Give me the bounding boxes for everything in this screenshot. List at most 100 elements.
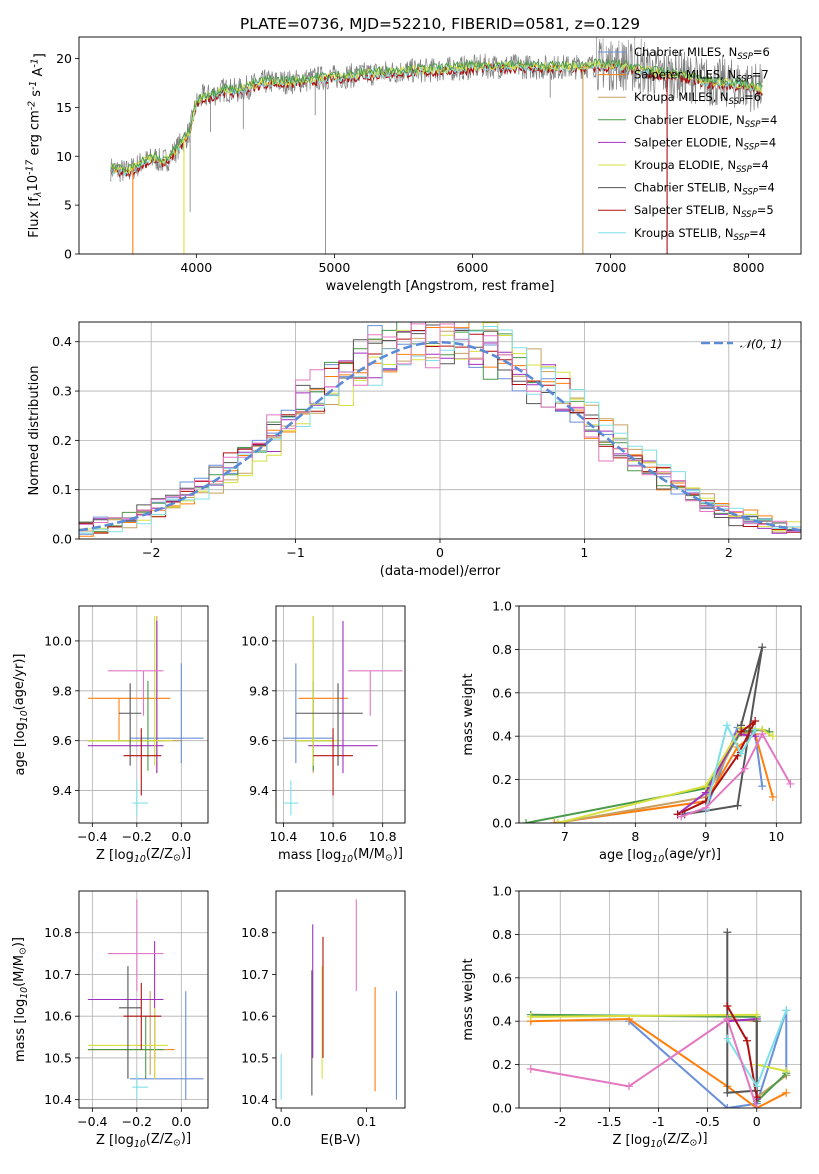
x-axis-label: age [log10​(age/yr)] [599, 847, 721, 865]
axes-decor: 0.0 0.1 10.4 10.5 10.6 10.7 10.8 E(B-V) [241, 890, 406, 1148]
weight-point-marker [782, 1067, 791, 1076]
x-tick-label: 0.0 [171, 1114, 191, 1129]
y-tick-label: 5 [64, 198, 72, 213]
weight-point-marker [625, 1082, 634, 1091]
y-tick-label: 0.3 [52, 384, 72, 399]
x-axis-label: mass [log10​(M/M⊙​)] [278, 846, 403, 865]
y-tick-label: 9.6 [249, 733, 269, 748]
x-tick-label: -0.5 [695, 1114, 719, 1129]
weight-series-line [726, 932, 758, 1094]
y-tick-label: 0.2 [492, 772, 512, 787]
y-tick-label: 0.6 [492, 685, 512, 700]
y-axis-label: mass [log10​(M/M⊙​)] [11, 937, 30, 1062]
x-tick-label: 2 [725, 545, 733, 560]
x-tick-label: 7000 [595, 260, 627, 275]
y-axis-label: mass weight [461, 958, 476, 1040]
plot-area [87, 899, 204, 1100]
y-tick-label: 10.6 [44, 1009, 72, 1024]
y-tick-label: 10.8 [44, 925, 72, 940]
axes-frame [518, 890, 802, 1109]
weight-point-marker [723, 1088, 732, 1097]
weight-point-marker [550, 819, 559, 823]
x-tick-label: 5000 [318, 260, 350, 275]
legend: Chabrier MILES, NSSP=6 Salpeter MILES, NS… [598, 45, 777, 243]
y-tick-label: 0.0 [52, 532, 72, 547]
axes-frame [78, 890, 209, 1109]
y-tick-label: 10.8 [241, 925, 269, 940]
x-tick-label: 0.1 [357, 1114, 377, 1129]
axes-decor: 7 8 9 10 0.0 0.2 0.4 0.6 0.8 1.0 age [log10​(age/y… [461, 599, 802, 865]
y-tick-label: 10.4 [241, 1092, 269, 1107]
y-tick-label: 0.4 [492, 729, 512, 744]
x-axis-label: Z [log10​(Z/Z⊙​)] [96, 1131, 191, 1150]
weight-point-marker [526, 1012, 535, 1021]
legend-label: Salpeter STELIB, NSSP=5 [634, 203, 774, 220]
axes-frame [275, 890, 406, 1109]
x-axis-label: Z [log10​(Z/Z⊙​)] [612, 1131, 707, 1150]
x-axis-label: Z [log10​(Z/Z⊙​)] [96, 846, 191, 865]
weight-point-marker [701, 782, 710, 791]
y-tick-label: 10.4 [44, 1092, 72, 1107]
y-tick-label: 9.4 [249, 783, 269, 798]
plot-area [526, 928, 791, 1108]
x-tick-label: −0.4 [77, 829, 107, 844]
x-tick-label: 0.0 [171, 829, 191, 844]
legend-label: Salpeter MILES, NSSP=7 [634, 68, 769, 85]
x-tick-label: 4000 [180, 260, 212, 275]
y-tick-label: 0.1 [52, 482, 72, 497]
weight-point-marker [752, 1104, 761, 1108]
weight-point-marker [737, 749, 746, 758]
weight-series-line [704, 722, 757, 811]
plot-area [79, 322, 801, 537]
y-tick-label: 0.2 [52, 433, 72, 448]
weight-point-marker [752, 1082, 761, 1091]
weight-point-marker [723, 928, 732, 937]
weight-point-marker [758, 782, 767, 791]
x-axis-label: E(B-V) [320, 1133, 360, 1148]
axes-decor: −0.4 −0.2 0.0 9.4 9.6 9.8 10.0 Z [log10​(Z/Z⊙​)… [12, 605, 209, 865]
x-tick-label: -2 [554, 1114, 566, 1129]
x-tick-label: 10.6 [319, 829, 347, 844]
model-spectrum-line [110, 58, 763, 173]
weight-point-marker [742, 1036, 751, 1045]
plot-area [87, 615, 204, 816]
y-tick-label: 0.2 [492, 1057, 512, 1072]
x-tick-label: 0.0 [271, 1114, 291, 1129]
y-axis-label: Flux [fλ​10-17​ erg cm-2​ s-1​ A-1​] [25, 53, 48, 238]
y-tick-label: 10.7 [241, 967, 269, 982]
y-axis-label: age [log10​(age/yr)] [12, 654, 30, 776]
panel-age-vs-mass: 10.4 10.6 10.8 9.4 9.6 9.8 10.0 mass [log10​(M/… [241, 605, 406, 865]
weight-point-marker [723, 1002, 732, 1011]
weight-point-marker [677, 812, 686, 821]
y-tick-label: 0.0 [492, 816, 512, 831]
x-tick-label: 8000 [733, 260, 765, 275]
weight-point-marker [701, 803, 710, 812]
x-tick-label: −0.2 [122, 829, 152, 844]
weight-point-marker [758, 730, 767, 739]
histogram-step-line [79, 322, 801, 535]
y-tick-label: 10.7 [44, 967, 72, 982]
x-tick-label: 8 [631, 829, 639, 844]
y-tick-label: 9.8 [52, 683, 72, 698]
x-tick-label: 7 [561, 829, 569, 844]
legend-label: Chabrier ELODIE, NSSP=4 [634, 113, 777, 130]
weight-point-marker [751, 725, 760, 734]
y-tick-label: 10.6 [241, 1009, 269, 1024]
x-tick-label: 10.4 [270, 829, 298, 844]
y-tick-label: 0.0 [492, 1101, 512, 1116]
panel-spectrum: 4000 5000 6000 7000 8000 0 5 10 15 20 wavelength [… [25, 36, 802, 294]
panel-mass-weight-vs-age: 7 8 9 10 0.0 0.2 0.4 0.6 0.8 1.0 age [log10​(age/y… [461, 599, 802, 865]
y-tick-label: 20 [56, 51, 72, 66]
y-tick-label: 1.0 [492, 599, 512, 614]
x-tick-label: 9 [702, 829, 710, 844]
x-tick-label: -1.5 [597, 1114, 621, 1129]
weight-point-marker [768, 732, 777, 741]
y-tick-label: 9.6 [52, 733, 72, 748]
legend-label: Salpeter ELODIE, NSSP=4 [634, 135, 776, 152]
y-tick-label: 0 [64, 247, 72, 262]
x-tick-label: 0 [753, 1114, 761, 1129]
x-tick-label: −2 [142, 545, 160, 560]
plot-area [522, 643, 795, 823]
y-tick-label: 15 [56, 100, 72, 115]
figure-title: PLATE=0736, MJD=52210, FIBERID=0581, z=0… [240, 15, 640, 33]
